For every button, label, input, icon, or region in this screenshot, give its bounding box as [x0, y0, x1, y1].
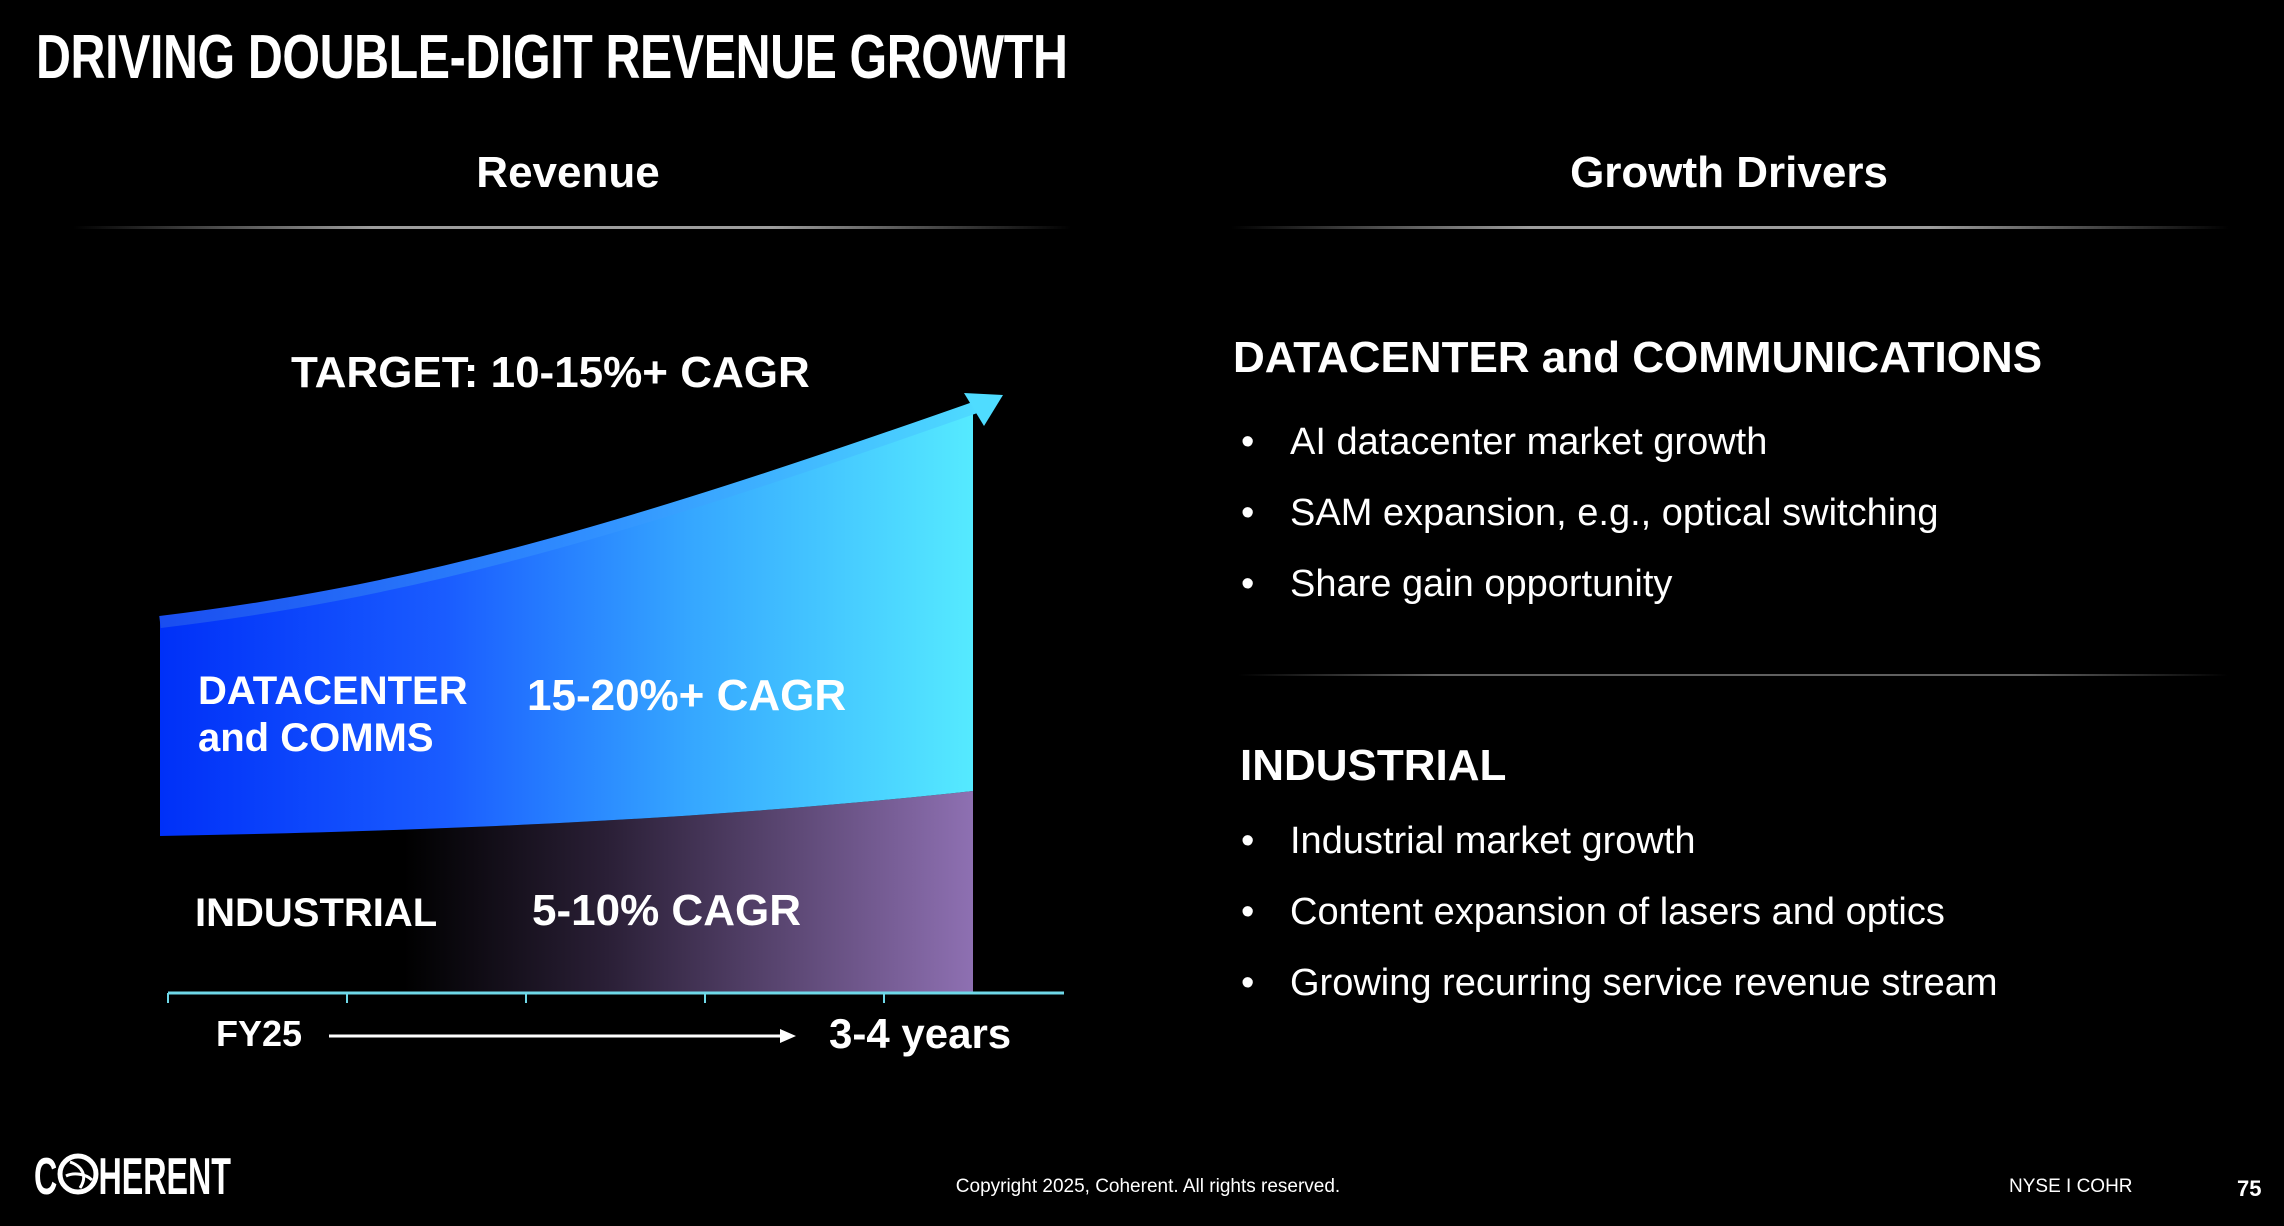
- list-item: • Content expansion of lasers and optics: [1241, 891, 1945, 933]
- ticker: NYSE I COHR: [2009, 1176, 2133, 1197]
- axis-end-label: 3-4 years: [829, 1010, 1012, 1057]
- section-divider: [1238, 674, 2228, 676]
- growth-arrow-head: [964, 393, 1003, 426]
- industrial-area: [160, 791, 973, 992]
- revenue-heading: Revenue: [476, 148, 660, 197]
- timeline-arrow-head: [780, 1029, 796, 1043]
- x-axis-ticks: [167, 993, 885, 1003]
- datacenter-label: DATACENTER and COMMS: [198, 668, 468, 762]
- datacenter-section-title: DATACENTER and COMMUNICATIONS: [1233, 333, 2043, 382]
- datacenter-cagr: 15-20%+ CAGR: [527, 671, 847, 720]
- growth-arrow-line: [159, 398, 987, 628]
- axis-start-label: FY25: [216, 1013, 303, 1054]
- list-item: • Growing recurring service revenue strea…: [1241, 962, 1998, 1004]
- industrial-section-title: INDUSTRIAL: [1240, 741, 1507, 790]
- growth-drivers-divider: [1231, 226, 2229, 229]
- revenue-divider: [73, 226, 1071, 229]
- growth-drivers-heading: Growth Drivers: [1570, 148, 1888, 197]
- svg-text:HERENT: HERENT: [98, 1148, 231, 1200]
- list-item: • Industrial market growth: [1241, 820, 1696, 862]
- target-cagr: TARGET: 10-15%+ CAGR: [291, 348, 810, 397]
- copyright: Copyright 2025, Coherent. All rights res…: [955, 1176, 1341, 1197]
- list-item: • AI datacenter market growth: [1241, 421, 1768, 463]
- datacenter-area: [160, 411, 973, 836]
- svg-text:C: C: [34, 1148, 57, 1200]
- datacenter-label-line2: and COMMS: [198, 716, 434, 760]
- industrial-label: INDUSTRIAL: [195, 891, 438, 935]
- list-item: • Share gain opportunity: [1241, 563, 1673, 605]
- list-item: • SAM expansion, e.g., optical switching: [1241, 492, 1939, 534]
- industrial-cagr: 5-10% CAGR: [532, 886, 801, 935]
- slide-title: DRIVING DOUBLE-DIGIT REVENUE GROWTH: [36, 23, 1068, 92]
- page-number: 75: [2237, 1176, 2262, 1201]
- datacenter-label-line1: DATACENTER: [198, 669, 468, 713]
- coherent-logo: C HERENT: [34, 1148, 259, 1206]
